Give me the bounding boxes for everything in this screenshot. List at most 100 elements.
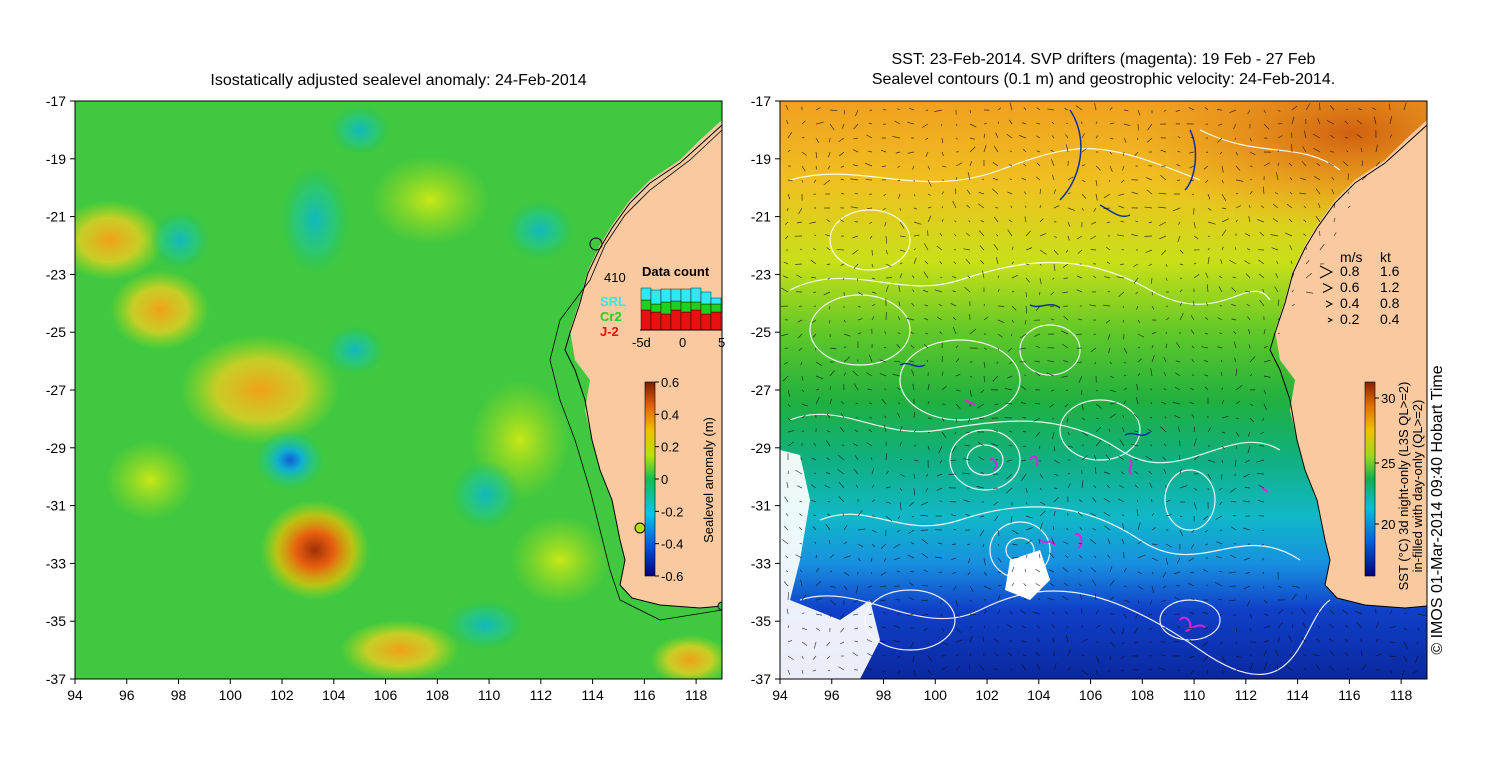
legend-kt-value: 0.4 xyxy=(1380,311,1400,327)
right-map-y-tick-label: -25 xyxy=(751,324,771,340)
sla-colorbar-tick-label: -0.6 xyxy=(661,569,683,584)
sst-colorbar xyxy=(1364,381,1376,577)
sla-colorbar-tick-label: -0.4 xyxy=(661,537,683,552)
left-map-x-tick-label: 112 xyxy=(530,687,553,703)
sla-high-8 xyxy=(510,515,610,605)
left-map-title: Isostatically adjusted sealevel anomaly:… xyxy=(210,72,587,89)
land-mask xyxy=(1275,101,1427,608)
right-map-x-tick-label: 100 xyxy=(924,687,948,703)
sla-colorbar-tick-label: 0.4 xyxy=(661,407,679,422)
legend-ms-value: 0.6 xyxy=(1340,279,1360,295)
legend-kt-value: 1.6 xyxy=(1380,263,1400,279)
left-map-x-tick-label: 110 xyxy=(478,687,501,703)
histogram-bar-cr2 xyxy=(640,299,652,311)
left-map-y-tick-label: -25 xyxy=(46,324,66,340)
sla-high-3 xyxy=(110,270,210,350)
histogram-bar-srl xyxy=(690,287,702,303)
left-map-y-tick-label: -31 xyxy=(46,498,66,514)
sla-high-1 xyxy=(75,200,165,280)
left-map-x-tick-label: 108 xyxy=(426,687,450,703)
geostrophic-velocity-vectors xyxy=(780,102,1426,677)
histogram-axis-end: 5 xyxy=(718,335,725,350)
left-map-x-tick-label: 102 xyxy=(270,687,294,703)
right-map-y-tick-label: -17 xyxy=(751,93,771,109)
right-map-x-tick-label: 114 xyxy=(1286,687,1309,703)
sla-low-6 xyxy=(325,325,385,375)
sla-colorbar xyxy=(644,381,656,577)
sla-high-9 xyxy=(105,440,195,520)
legend-ms-value: 0.4 xyxy=(1340,295,1360,311)
histogram-bar-j2 xyxy=(660,313,672,331)
coastline xyxy=(564,124,722,609)
right-map-title-line2: Sealevel contours (0.1 m) and geostrophi… xyxy=(871,71,1336,88)
drifter-tracks xyxy=(964,399,1269,633)
left-map-x-tick-label: 118 xyxy=(685,687,708,703)
histogram-bar-j2 xyxy=(680,311,692,331)
sla-high-10 xyxy=(650,635,722,679)
sla-high-7 xyxy=(340,620,460,679)
velocity-scale-arrow-icon xyxy=(1327,317,1334,323)
histogram-bar-cr2 xyxy=(680,301,692,313)
left-map-y-tick-label: -21 xyxy=(46,209,66,225)
left-map-y-tick-label: -35 xyxy=(46,613,66,629)
left-map-y-tick-label: -19 xyxy=(46,151,66,167)
histogram-bar-srl xyxy=(650,289,662,305)
data-count-histogram xyxy=(640,287,722,331)
right-colorbar: 30 25 20 SST (°C) 3d night-only (L3S QL>=2… xyxy=(1364,381,1425,591)
sst-colorbar-tick-label: 20 xyxy=(1381,517,1395,532)
source-label-j2: J-2 xyxy=(600,324,619,339)
sla-colorbar-tick-label: 0.6 xyxy=(661,375,679,390)
right-map-y-tick-label: -27 xyxy=(751,382,771,398)
left-map-y-tick-label: -33 xyxy=(46,555,66,571)
histogram-bar-j2 xyxy=(700,313,712,331)
sla-low-5 xyxy=(150,210,210,270)
legend-header-kt: kt xyxy=(1380,249,1391,265)
drifter-tracks-older xyxy=(899,109,1197,436)
sla-low-2 xyxy=(445,600,525,650)
sst-gap-west xyxy=(780,450,880,679)
left-map-x-tick-label: 106 xyxy=(374,687,398,703)
left-map-x-tick-label: 94 xyxy=(67,687,83,703)
left-map-x-tick-label: 104 xyxy=(322,687,346,703)
histogram-bar-cr2 xyxy=(650,303,662,313)
left-map-y-tick-label: -23 xyxy=(46,266,66,282)
right-map-y-tick-label: -19 xyxy=(751,151,771,167)
left-map-y-tick-label: -17 xyxy=(46,93,66,109)
sla-low-4 xyxy=(280,165,350,275)
right-map-x-tick-label: 110 xyxy=(1183,687,1206,703)
data-count-inset: 410 Data count SRL Cr2 J-2 -5d 0 5 xyxy=(600,264,725,350)
right-map-x-tick-label: 104 xyxy=(1027,687,1051,703)
legend-header-ms: m/s xyxy=(1340,249,1363,265)
sla-high-2 xyxy=(180,335,340,445)
right-map-y-tick-label: -35 xyxy=(751,613,771,629)
right-map-x-tick-label: 98 xyxy=(876,687,892,703)
right-map-y-tick-label: -21 xyxy=(751,209,771,225)
velocity-scale-arrow-icon xyxy=(1325,300,1334,308)
sla-colorbar-label: Sealevel anomaly (m) xyxy=(701,417,716,543)
legend-kt-value: 0.8 xyxy=(1380,295,1400,311)
sla-low-8 xyxy=(330,105,390,155)
histogram-bar-srl xyxy=(680,288,692,303)
histogram-bar-cr2 xyxy=(670,300,682,311)
sst-colorbar-label-line1: SST (°C) 3d night-only (L3S QL>=2) xyxy=(1396,382,1411,591)
sealevel-contours xyxy=(789,129,1341,676)
sla-colorbar-tick-label: -0.2 xyxy=(661,504,683,519)
right-map-x-tick-label: 116 xyxy=(1338,687,1361,703)
right-map-x-tick-label: 94 xyxy=(772,687,788,703)
legend-ms-value: 0.8 xyxy=(1340,263,1360,279)
right-map-x-tick-label: 102 xyxy=(975,687,999,703)
sla-colorbar-tick-label: 0 xyxy=(661,472,668,487)
histogram-bar-j2 xyxy=(690,309,702,331)
left-map-y-tick-label: -29 xyxy=(46,440,66,456)
right-map-y-tick-label: -33 xyxy=(751,555,771,571)
histogram-bar-cr2 xyxy=(690,301,702,311)
data-count-title: Data count xyxy=(642,264,710,279)
histogram-axis-start: -5d xyxy=(632,335,651,350)
legend-ms-value: 0.2 xyxy=(1340,311,1360,327)
left-map-x-tick-label: 114 xyxy=(581,687,604,703)
histogram-bar-srl xyxy=(700,291,712,305)
sla-low-3 xyxy=(450,460,520,530)
histogram-bar-srl xyxy=(670,288,682,302)
right-map-axes: 94 96 98 100 102 104 106 108 110 112 114 116 118 -17 -… xyxy=(751,93,1413,703)
